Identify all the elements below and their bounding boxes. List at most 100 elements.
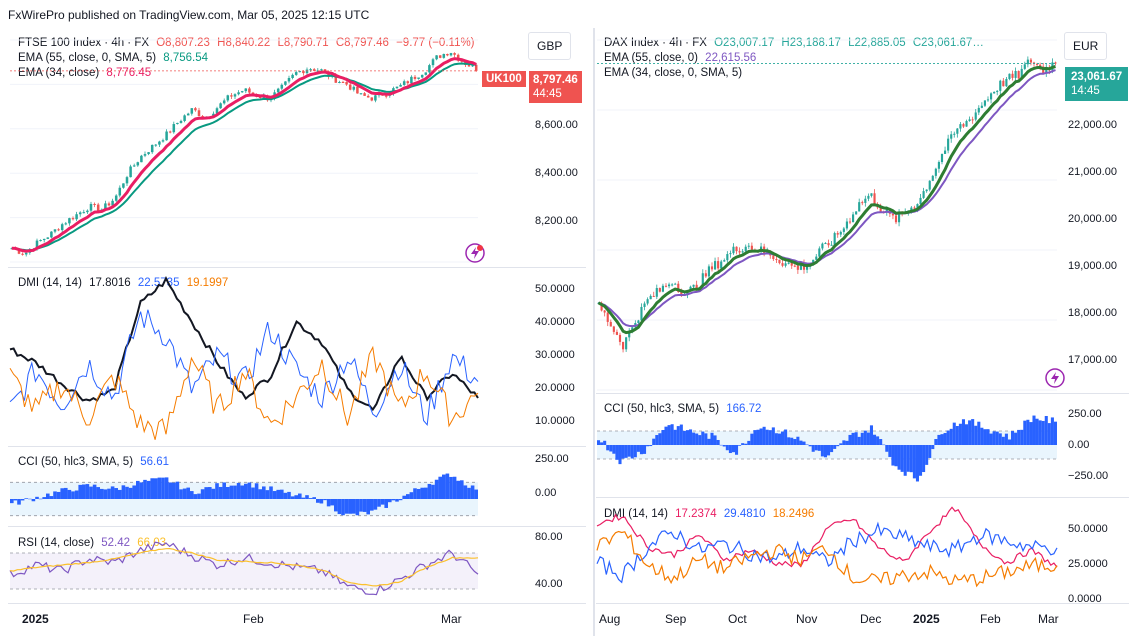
- right-price-candle-90: [873, 193, 876, 205]
- left-cci-bar-78: [290, 496, 295, 499]
- right-price-candle-2: [603, 310, 606, 313]
- left-price-candle-14: [60, 224, 64, 231]
- left-price-candle-32: [125, 177, 129, 184]
- left-cci-label[interactable]: CCI (50, hlc3, SMA, 5): [18, 456, 134, 468]
- right-currency-button[interactable]: EUR: [1064, 32, 1108, 60]
- left-price-chart[interactable]: [10, 39, 525, 263]
- right-cci-bar-85: [857, 436, 861, 445]
- right-price-chart[interactable]: [597, 39, 1057, 391]
- left-pane-separator-3[interactable]: [8, 526, 586, 527]
- right-cci-label[interactable]: CCI (50, hlc3, SMA, 5): [604, 403, 720, 415]
- right-pane-separator-2[interactable]: [596, 497, 1129, 498]
- right-price-candle-68: [805, 266, 809, 270]
- right-price-candle-120: [965, 120, 968, 127]
- right-cci-bar-53: [759, 428, 763, 445]
- left-cci-bar-52: [197, 493, 201, 499]
- left-flash-icon[interactable]: [465, 243, 485, 263]
- right-x-label-aug: Aug: [599, 612, 621, 626]
- left-cci-bar-34: [132, 485, 136, 499]
- left-price-candle-114: [420, 74, 424, 78]
- left-pane-separator-2[interactable]: [8, 446, 586, 447]
- right-dmi-chart[interactable]: [596, 500, 1058, 602]
- right-cci-chart[interactable]: [597, 396, 1057, 494]
- left-ema34-label[interactable]: EMA (34, close): [18, 67, 100, 79]
- right-price-candle-80: [842, 228, 845, 232]
- right-cci-bar-105: [919, 445, 923, 476]
- left-cci-bar-101: [373, 499, 378, 510]
- right-cci-bar-36: [707, 438, 711, 445]
- right-cci-bar-88: [866, 432, 870, 445]
- left-cci-bar-55: [208, 487, 212, 499]
- right-cci-bar-42: [725, 445, 729, 451]
- right-pane-separator-1[interactable]: [596, 393, 1129, 394]
- left-ema34-value: 8,776.45: [106, 67, 152, 79]
- right-dmi-label[interactable]: DMI (14, 14): [604, 508, 668, 520]
- left-price-candle-82: [305, 69, 309, 74]
- left-rsi-legend[interactable]: RSI (14, close) 52.42 66.03: [18, 536, 170, 551]
- right-cci-legend[interactable]: CCI (50, hlc3, SMA, 5) 166.72: [604, 402, 765, 417]
- left-cci-bar-122: [449, 476, 453, 499]
- left-currency-button[interactable]: GBP: [528, 32, 572, 60]
- right-price-candle-21: [661, 285, 665, 292]
- right-cci-bar-97: [894, 445, 898, 467]
- pane-divider[interactable]: [593, 28, 595, 636]
- left-rsi-tick-1: 80.00: [535, 531, 563, 543]
- left-cci-bar-126: [463, 485, 468, 499]
- left-rsi-label[interactable]: RSI (14, close): [18, 537, 95, 549]
- right-cci-bar-149: [1053, 421, 1057, 445]
- left-cci-bar-16: [67, 489, 72, 499]
- left-cci-bar-129: [474, 489, 478, 499]
- right-price-candle-113: [943, 150, 947, 154]
- left-rsi-chart[interactable]: [9, 529, 525, 601]
- left-price-candle-98: [363, 93, 366, 96]
- right-cci-bar-107: [925, 445, 929, 465]
- left-cci-bar-17: [71, 491, 75, 499]
- left-cci-bar-61: [229, 485, 234, 499]
- left-price-candle-91: [338, 81, 341, 83]
- left-price-tick-1: 8,600.00: [535, 119, 578, 131]
- left-cci-chart[interactable]: [10, 449, 525, 524]
- right-cci-bar-25: [673, 429, 677, 445]
- left-x-label-mar: Mar: [441, 612, 462, 626]
- left-cci-bar-89: [330, 499, 334, 506]
- left-price-candle-99: [366, 95, 370, 98]
- right-flash-icon[interactable]: [1045, 368, 1065, 388]
- left-cci-bar-96: [355, 499, 360, 516]
- right-x-label-feb: Feb: [980, 612, 1001, 626]
- left-price-candle-33: [129, 166, 132, 178]
- right-dmi-legend[interactable]: DMI (14, 14) 17.2374 29.4810 18.2496: [604, 507, 818, 522]
- left-cci-bar-48: [182, 488, 187, 499]
- left-price-candle-21: [86, 210, 89, 213]
- right-ema34-label[interactable]: EMA (34, close, 0, SMA, 5): [604, 67, 743, 79]
- left-cci-bar-92: [341, 499, 345, 516]
- right-price-tick-2: 21,000.00: [1068, 166, 1117, 178]
- right-dmi-minus: 18.2496: [772, 508, 815, 520]
- right-cci-bar-2: [603, 440, 607, 445]
- left-price-candle-115: [424, 72, 428, 75]
- publisher-header: FxWirePro published on TradingView.com, …: [8, 8, 370, 22]
- right-price-candle-98: [897, 211, 901, 223]
- left-dmi-label[interactable]: DMI (14, 14): [18, 277, 82, 289]
- right-cci-bar-17: [649, 445, 653, 447]
- right-ema55-label[interactable]: EMA (55, close, 0): [604, 52, 698, 64]
- left-cci-legend[interactable]: CCI (50, hlc3, SMA, 5) 56.61: [18, 455, 173, 470]
- left-cci-bar-100: [370, 499, 374, 511]
- right-price-candle-13: [637, 320, 640, 324]
- left-cci-bar-77: [287, 491, 291, 499]
- left-dmi-chart[interactable]: [9, 270, 525, 442]
- right-price-candle-85: [858, 202, 861, 212]
- left-price-candle-76: [284, 81, 287, 85]
- right-price-candle-124: [977, 107, 980, 113]
- right-price-candle-125: [980, 105, 983, 108]
- right-cci-bar-122: [971, 419, 975, 445]
- right-price-candle-82: [848, 221, 852, 223]
- right-axis-separator: [596, 603, 1129, 604]
- left-ema55-label[interactable]: EMA (55, close, 0, SMA, 5): [18, 52, 157, 64]
- right-price-candle-7: [618, 334, 622, 342]
- right-price-tick-1: 22,000.00: [1068, 119, 1117, 131]
- right-price-candle-111: [937, 162, 941, 169]
- left-price-candle-46: [176, 122, 179, 125]
- left-price-candle-119: [438, 55, 442, 58]
- left-price-candle-69: [258, 96, 262, 98]
- left-pane-separator-1[interactable]: [8, 267, 586, 268]
